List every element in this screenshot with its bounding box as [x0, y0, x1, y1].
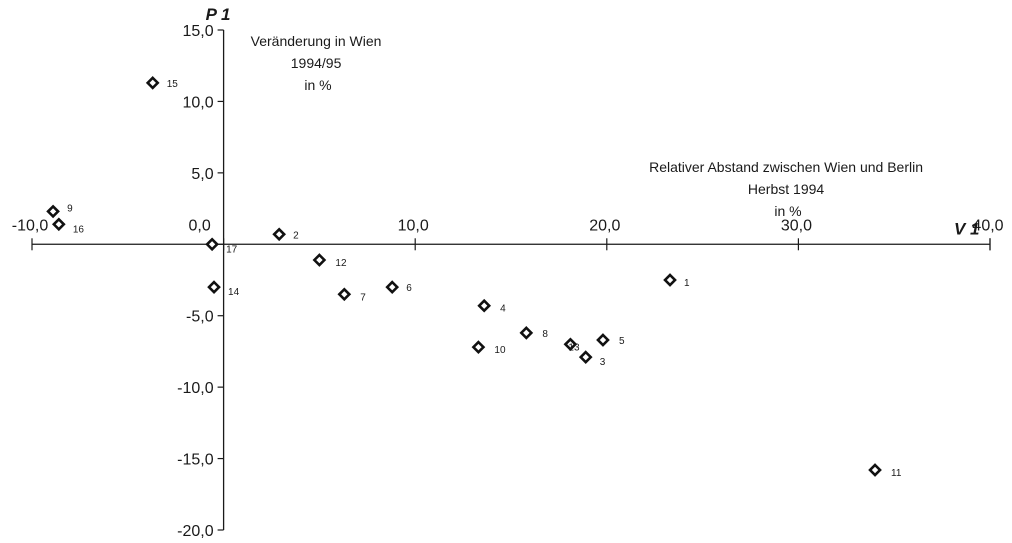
data-point	[519, 326, 534, 340]
point-label: 12	[335, 258, 347, 269]
x-tick-label: 20,0	[589, 217, 620, 234]
point-label: 6	[406, 283, 412, 294]
x-axis-annotation: Relativer Abstand zwischen Wien und Berl…	[649, 159, 927, 219]
data-point	[563, 337, 578, 352]
data-point	[663, 273, 677, 287]
point-label: 4	[500, 304, 506, 315]
point-label: 3	[600, 357, 606, 368]
point-label: 17	[226, 244, 238, 255]
y-tick-label: 15,0	[182, 23, 213, 40]
y-annotation-line-2: 1994/95	[291, 55, 342, 71]
x-annotation-line-3: in %	[774, 203, 801, 219]
data-point	[385, 280, 400, 294]
y-ticks: 15,0 10,0 5,0 -5,0 -10,0 -15,0 -20,0	[177, 23, 224, 540]
x-ticks: -10,0 0,0 10,0 20,0 30,0 40,0	[12, 217, 1004, 251]
data-point	[272, 227, 287, 242]
point-label: 10	[494, 345, 506, 356]
data-point	[51, 217, 66, 232]
point-label: 15	[167, 79, 179, 90]
point-label: 5	[619, 336, 625, 347]
x-tick-label: 0,0	[188, 217, 210, 234]
point-label: 7	[360, 292, 366, 303]
data-point	[205, 237, 219, 252]
y-tick-label: -20,0	[177, 523, 214, 540]
point-label: 16	[73, 224, 85, 235]
data-point	[578, 350, 593, 364]
data-point	[145, 76, 160, 90]
point-label: 11	[891, 468, 902, 479]
x-annotation-line-2: Herbst 1994	[748, 181, 824, 197]
point-label: 8	[542, 329, 548, 340]
data-point	[207, 280, 221, 294]
y-tick-label: 10,0	[182, 94, 213, 111]
point-label: 14	[228, 287, 240, 298]
point-label: 2	[293, 230, 299, 241]
data-point	[471, 340, 486, 354]
data-point	[312, 253, 327, 267]
data-point	[337, 287, 352, 302]
x-tick-label: 10,0	[398, 217, 429, 234]
data-point	[596, 333, 610, 347]
point-label: 1	[684, 278, 690, 289]
axes	[32, 30, 991, 530]
y-annotation-line-3: in %	[304, 77, 331, 93]
y-axis-name: P 1	[206, 5, 231, 24]
x-annotation-line-1: Relativer Abstand zwischen Wien und Berl…	[649, 159, 923, 175]
y-axis-annotation: Veränderung in Wien 1994/95 in %	[251, 33, 386, 93]
y-annotation-line-1: Veränderung in Wien	[251, 33, 382, 49]
point-label: 13	[568, 342, 580, 353]
y-tick-label: 5,0	[191, 166, 213, 183]
x-tick-label: -10,0	[12, 217, 49, 234]
y-tick-label: -5,0	[186, 309, 214, 326]
y-tick-label: -15,0	[177, 452, 214, 469]
data-point	[477, 298, 492, 313]
x-tick-label: 40,0	[972, 217, 1003, 234]
point-label: 9	[67, 203, 73, 214]
data-point	[868, 463, 882, 477]
x-tick-label: 30,0	[781, 217, 812, 234]
x-axis-name: V 1	[954, 219, 980, 238]
y-tick-label: -10,0	[177, 380, 214, 397]
data-point	[46, 204, 60, 219]
